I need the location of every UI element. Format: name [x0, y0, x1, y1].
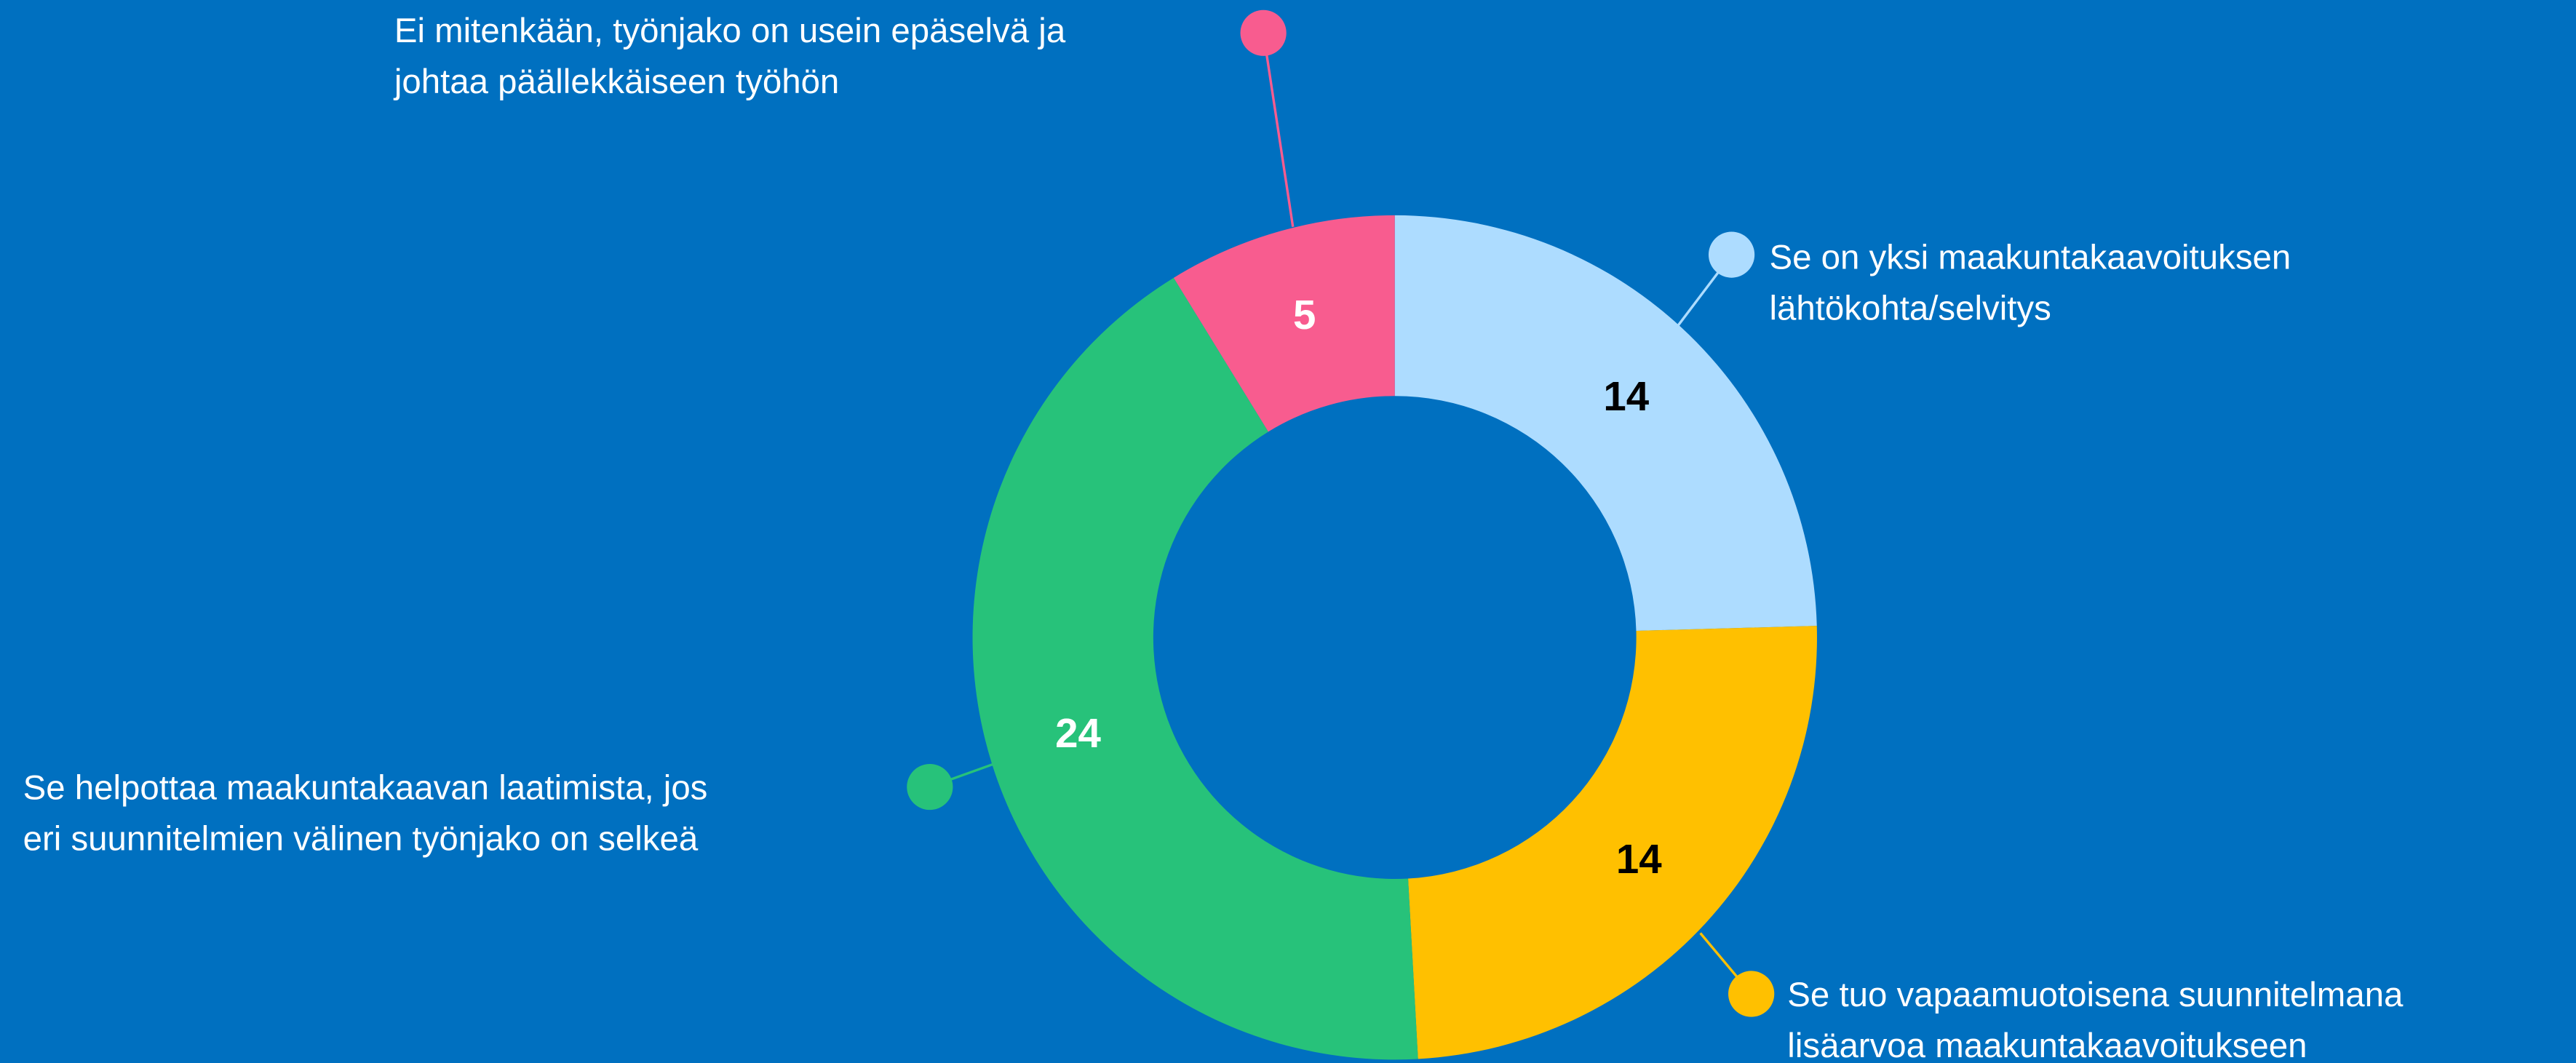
category-label: Se helpottaa maakuntakaavan laatimista, …	[23, 769, 708, 808]
leader-line	[1262, 33, 1295, 227]
value-label: 14	[1603, 373, 1649, 419]
legend-dot	[1728, 971, 1775, 1017]
category-label: lähtökohta/selvitys	[1769, 289, 2051, 327]
donut-slice	[1408, 626, 1817, 1059]
category-label: Ei mitenkään, työnjako on usein epäselvä…	[394, 12, 1066, 50]
legend-dot	[1240, 9, 1287, 56]
donut-slice	[972, 277, 1418, 1060]
category-label: johtaa päällekkäiseen työhön	[393, 63, 839, 101]
category-label: eri suunnitelmien välinen työnjako on se…	[23, 820, 699, 859]
category-label: lisäarvoa maakuntakaavoitukseen	[1787, 1027, 2307, 1063]
category-label: Se on yksi maakuntakaavoituksen	[1769, 238, 2291, 276]
category-label: Se tuo vapaamuotoisena suunnitelmana	[1787, 976, 2404, 1014]
legend-dot	[1708, 231, 1755, 278]
value-label: 5	[1293, 292, 1316, 338]
donut-slice	[1394, 215, 1817, 631]
legend-dot	[907, 763, 953, 811]
value-label: 14	[1616, 836, 1662, 882]
donut-slice	[1173, 215, 1395, 432]
value-label: 24	[1055, 710, 1101, 756]
